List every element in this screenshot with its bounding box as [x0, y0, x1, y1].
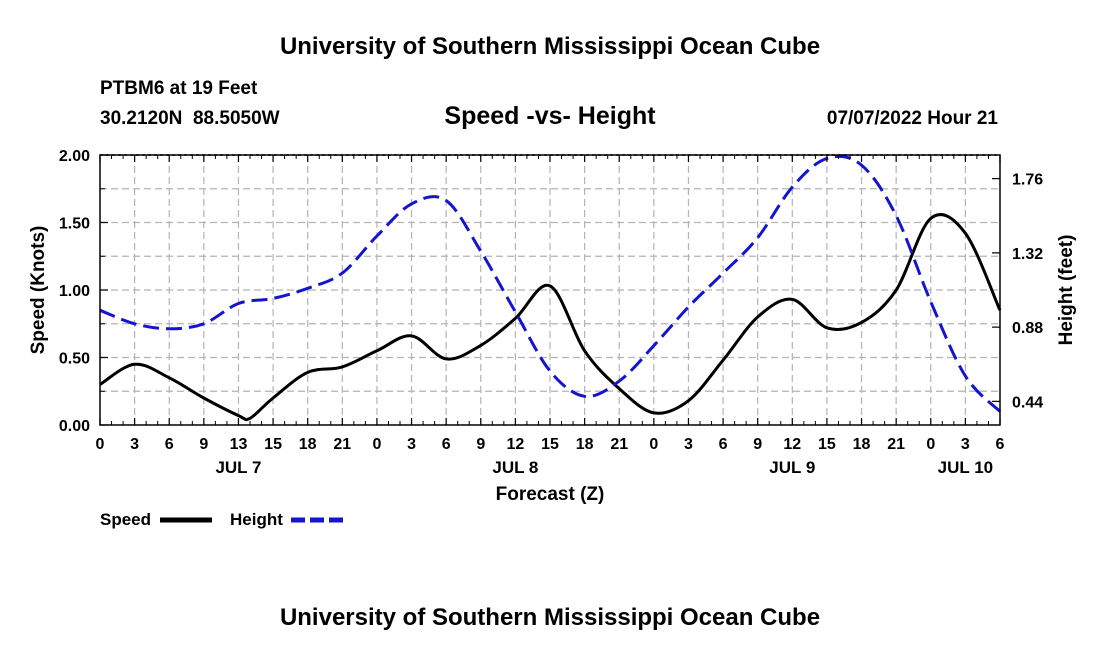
- x-tick-label: 0: [649, 436, 658, 453]
- series-lines: [99, 154, 1002, 422]
- day-label: JUL 10: [938, 458, 993, 477]
- y2-tick-label: 0.44: [1012, 394, 1043, 411]
- y-tick-label: 0.00: [59, 418, 90, 435]
- coords-label: 30.2120N 88.5050W: [100, 108, 280, 129]
- x-tick-label: 9: [753, 436, 762, 453]
- y2-tick-label: 1.32: [1012, 246, 1043, 263]
- x-tick-label: 15: [541, 436, 559, 453]
- y2-axis-title: Height (feet): [1056, 235, 1077, 346]
- x-tick-label: 21: [610, 436, 628, 453]
- tick-labels: 0 3 6 9 13 15 18 21 0 3 6 9 12 15 18 21 0 3 6 9 12 15 18 21 0 3 6J…: [59, 148, 1043, 477]
- x-tick-label: 15: [818, 436, 836, 453]
- y2-tick-label: 0.88: [1012, 320, 1043, 337]
- chart-title-top: University of Southern Mississippi Ocean…: [280, 33, 820, 60]
- y-tick-label: 1.50: [59, 216, 90, 233]
- x-tick-label: 9: [199, 436, 208, 453]
- series-line-height: [99, 154, 1002, 413]
- y-tick-label: 0.50: [59, 351, 90, 368]
- series-line-speed: [99, 213, 1002, 422]
- x-tick-label: 6: [442, 436, 451, 453]
- x-tick-label: 0: [372, 436, 381, 453]
- x-axis-title: Forecast (Z): [496, 484, 605, 505]
- chart-title-bottom: University of Southern Mississippi Ocean…: [280, 604, 820, 631]
- y2-tick-label: 1.76: [1012, 172, 1043, 189]
- x-tick-label: 3: [407, 436, 416, 453]
- grid-lines: [100, 154, 1000, 425]
- legend-height-label: Height: [230, 510, 283, 529]
- x-tick-label: 18: [853, 436, 871, 453]
- legend-speed-label: Speed: [100, 510, 151, 529]
- axis-ticks: [99, 154, 1001, 426]
- x-tick-label: 6: [996, 436, 1005, 453]
- x-tick-label: 21: [333, 436, 351, 453]
- x-tick-label: 21: [887, 436, 905, 453]
- x-tick-label: 18: [576, 436, 594, 453]
- station-label: PTBM6 at 19 Feet: [100, 78, 258, 99]
- x-tick-label: 0: [96, 436, 105, 453]
- x-tick-label: 18: [299, 436, 317, 453]
- y-tick-label: 1.00: [59, 283, 90, 300]
- x-tick-label: 15: [264, 436, 282, 453]
- day-label: JUL 7: [215, 458, 261, 477]
- x-tick-label: 12: [506, 436, 524, 453]
- x-tick-label: 3: [130, 436, 139, 453]
- x-tick-label: 0: [926, 436, 935, 453]
- x-tick-label: 12: [783, 436, 801, 453]
- legend: Speed Height: [100, 510, 343, 529]
- y-tick-label: 2.00: [59, 148, 90, 165]
- day-label: JUL 9: [769, 458, 815, 477]
- x-tick-label: 6: [719, 436, 728, 453]
- x-tick-label: 3: [684, 436, 693, 453]
- x-tick-label: 6: [165, 436, 174, 453]
- x-tick-label: 3: [961, 436, 970, 453]
- day-label: JUL 8: [492, 458, 538, 477]
- x-tick-label: 9: [476, 436, 485, 453]
- chart-subtitle: Speed -vs- Height: [444, 102, 656, 130]
- y-axis-title: Speed (Knots): [28, 226, 49, 355]
- datetime-label: 07/07/2022 Hour 21: [827, 108, 999, 129]
- x-tick-label: 13: [230, 436, 248, 453]
